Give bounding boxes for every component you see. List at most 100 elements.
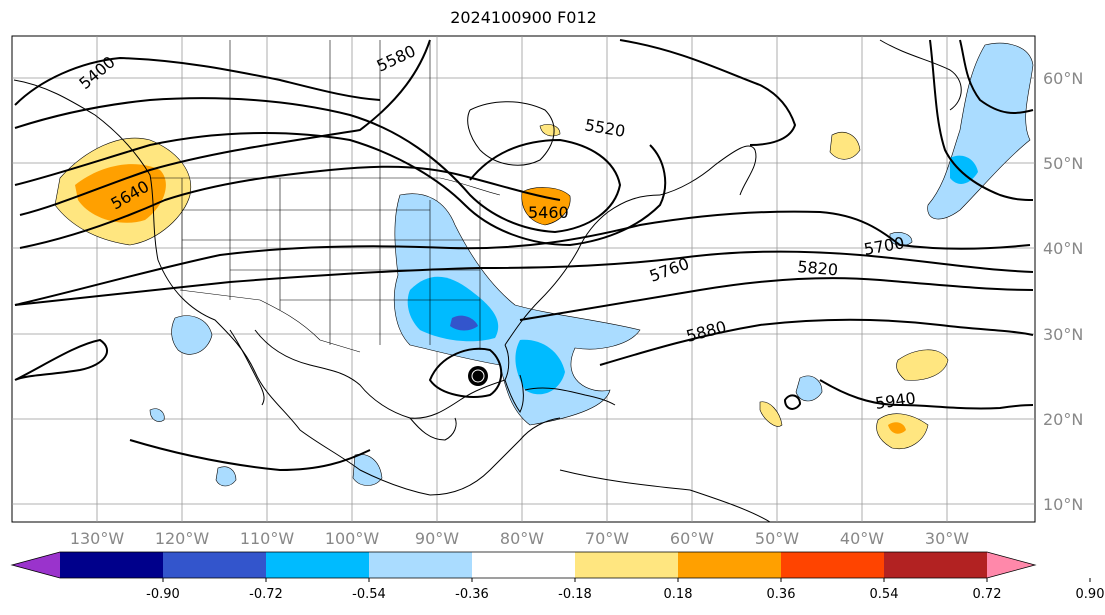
latitude-axis-labels: 60°N 50°N 40°N 30°N 20°N 10°N <box>1043 69 1083 514</box>
border-us-canada <box>150 177 501 196</box>
coastline-south-america <box>559 469 771 523</box>
border-us-mexico <box>179 289 361 353</box>
lon-label-120w: 120°W <box>155 529 210 548</box>
height-contours <box>14 39 1034 472</box>
colorbar-tick-label: -0.18 <box>558 587 592 602</box>
lon-label-30w: 30°W <box>925 529 969 548</box>
colorbar-segment <box>163 552 267 578</box>
lat-label-10n: 10°N <box>1043 495 1083 514</box>
coastline-west-north-america <box>13 79 431 496</box>
colorbar-tick-label: 0.54 <box>870 587 899 602</box>
negative-anomaly-florida <box>515 339 565 395</box>
contour-5580 <box>19 39 431 216</box>
coastline-yucatan <box>409 417 457 441</box>
positive-anomaly-labrador <box>539 124 561 137</box>
states-lines <box>181 178 481 350</box>
positive-anomaly-west-coast-core <box>75 164 166 223</box>
colorbar-segment <box>884 552 988 578</box>
contour-5760 <box>14 250 1034 306</box>
political-borders <box>150 40 501 353</box>
positive-anomaly-great-lakes <box>521 187 571 226</box>
colorbar-segment <box>781 552 885 578</box>
lon-label-100w: 100°W <box>325 529 380 548</box>
coastline-baja <box>229 329 265 406</box>
positive-anomaly-subtropical-atlantic <box>896 349 949 381</box>
contour-5460 <box>14 97 622 234</box>
contour-5940-atlantic <box>819 379 1034 410</box>
colorbar-extend-low <box>12 552 60 578</box>
negative-anomaly-texas <box>171 315 213 355</box>
negative-anomaly-central-us <box>393 193 641 426</box>
positive-anomaly-mid-atlantic <box>829 131 861 160</box>
contour-5700 <box>14 210 1031 306</box>
colorbar-segment <box>678 552 782 578</box>
lat-label-20n: 20°N <box>1043 410 1083 429</box>
colorbar-tick-label: -0.54 <box>352 587 386 602</box>
colorbar-tick-label: 0.18 <box>664 587 693 602</box>
negative-anomaly-baja <box>352 454 383 486</box>
lon-label-110w: 110°W <box>240 529 295 548</box>
colorbar-outline <box>10 551 1037 579</box>
positive-anomaly-east-caribbean <box>759 401 783 427</box>
coastline-east-canada <box>659 145 757 196</box>
province-lines <box>229 40 431 178</box>
contour-5940-small <box>783 394 802 410</box>
contour-5820 <box>519 277 1034 321</box>
map-title: 2024100900 F012 <box>450 8 597 27</box>
colorbar-tick-label: 0.72 <box>973 587 1002 602</box>
lat-label-60n: 60°N <box>1043 69 1083 88</box>
colorbar <box>10 551 1037 579</box>
lon-label-80w: 80°W <box>500 529 544 548</box>
lon-label-50w: 50°W <box>755 529 799 548</box>
contour-5400 <box>14 56 381 106</box>
colorbar-segment <box>266 552 370 578</box>
negative-anomaly-core-dark <box>450 315 478 331</box>
contour-label-5460: 5460 <box>528 203 569 222</box>
colorbar-segment <box>60 552 164 578</box>
lat-label-40n: 40°N <box>1043 239 1083 258</box>
coastlines <box>13 39 962 523</box>
negative-anomaly-north-atlantic-core <box>950 155 978 184</box>
colorbar-tick-label: -0.36 <box>455 587 489 602</box>
negative-anomaly-pacific-small <box>215 466 237 487</box>
coastline-central-america <box>429 417 561 496</box>
colorbar-tick-label: 0.36 <box>767 587 796 602</box>
contour-5880-mexico <box>129 439 371 472</box>
lon-label-60w: 60°W <box>670 529 714 548</box>
contour-atlantic-trough-2 <box>959 39 1034 114</box>
lat-label-50n: 50°N <box>1043 154 1083 173</box>
contour-labrador-ridge <box>619 39 797 146</box>
contour-5880-north <box>599 318 1034 366</box>
coastline-greenland <box>879 39 962 111</box>
coastline-east-us <box>504 194 661 346</box>
coastline-florida <box>504 374 524 413</box>
contour-5880-gulf <box>428 347 503 398</box>
coastline-cuba <box>524 387 616 406</box>
colorbar-tick-label: -0.90 <box>146 587 180 602</box>
coastline-hudson-bay <box>467 101 555 166</box>
contour-label-5820: 5820 <box>797 257 839 279</box>
lon-label-90w: 90°W <box>415 529 459 548</box>
positive-anomaly-south-atlantic-core <box>888 422 906 434</box>
colorbar-tick-label: -0.72 <box>249 587 283 602</box>
negative-anomaly-west-pacific-small <box>149 408 165 422</box>
negative-anomaly-caribbean-east <box>795 375 823 402</box>
lat-label-30n: 30°N <box>1043 325 1083 344</box>
lon-label-70w: 70°W <box>585 529 629 548</box>
lon-label-130w: 130°W <box>70 529 125 548</box>
lon-label-40w: 40°W <box>840 529 884 548</box>
longitude-axis-labels: 130°W 120°W 110°W 100°W 90°W 80°W 70°W 6… <box>70 529 969 548</box>
contour-5520 <box>14 132 667 247</box>
shaded-anomalies <box>54 42 1034 487</box>
contour-5640 <box>19 165 561 249</box>
contour-5880-pacific <box>14 338 108 381</box>
colorbar-segment <box>472 552 576 578</box>
colorbar-segment <box>369 552 473 578</box>
colorbar-tick-labels: -0.90 -0.72 -0.54 -0.36 -0.18 0.18 0.36 0.54 0.7… <box>146 578 1104 602</box>
colorbar-extend-high <box>987 552 1035 578</box>
colorbar-segment <box>575 552 679 578</box>
colorbar-tick-label: 0.90 <box>1076 587 1105 602</box>
contour-atlantic-trough <box>929 39 1034 201</box>
storm-center <box>468 366 488 386</box>
